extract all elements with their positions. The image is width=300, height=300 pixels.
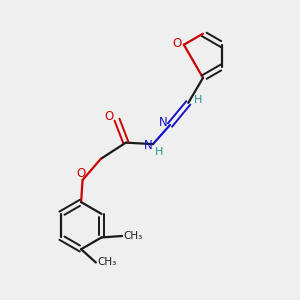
Text: O: O <box>173 37 182 50</box>
Text: CH₃: CH₃ <box>124 231 143 241</box>
Text: H: H <box>194 95 202 105</box>
Text: O: O <box>77 167 86 180</box>
Text: CH₃: CH₃ <box>98 257 117 268</box>
Text: H: H <box>154 147 163 158</box>
Text: N: N <box>159 116 168 128</box>
Text: N: N <box>144 139 153 152</box>
Text: O: O <box>104 110 113 123</box>
